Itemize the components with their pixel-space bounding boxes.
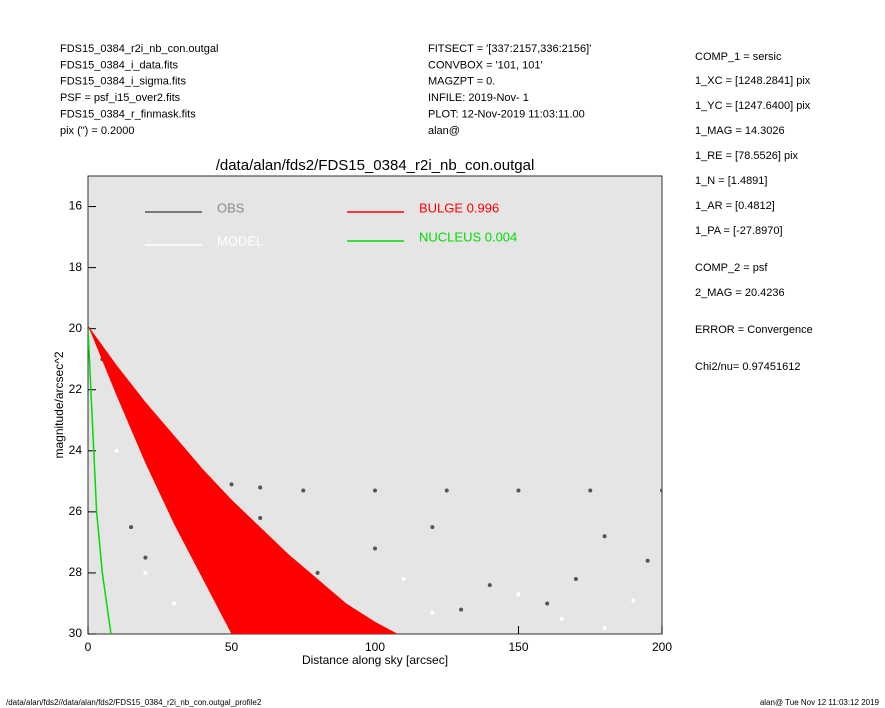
footer-stamp: alan@ Tue Nov 12 11:03:12 2019 — [760, 698, 880, 707]
info-line: 1_AR = [0.4812] — [695, 200, 775, 212]
obs-point — [631, 598, 636, 603]
obs-point — [602, 625, 607, 630]
x-tick-label: 0 — [85, 640, 92, 654]
header-line: MAGZPT = 0. — [428, 76, 495, 88]
header-line: FDS15_0384_i_data.fits — [60, 59, 179, 71]
y-axis-label: magnitude/arcsec^2 — [52, 351, 66, 458]
info-line: 1_PA = [-27.8970] — [695, 225, 783, 237]
y-tick-label: 24 — [69, 443, 83, 457]
chart-title: /data/alan/fds2/FDS15_0384_r2i_nb_con.ou… — [216, 157, 535, 174]
obs-point — [459, 607, 464, 612]
header-line: FDS15_0384_r2i_nb_con.outgal — [60, 43, 218, 55]
info-line: 1_MAG = 14.3026 — [695, 125, 785, 137]
plot: /data/alan/fds2/FDS15_0384_r2i_nb_con.ou… — [52, 157, 672, 667]
obs-point — [444, 488, 449, 493]
obs-point — [172, 601, 177, 606]
y-tick-label: 20 — [69, 321, 83, 335]
legend-label: NUCLEUS 0.004 — [419, 229, 517, 244]
header-line: PSF = psf_i15_over2.fits — [60, 92, 181, 104]
obs-point — [516, 592, 521, 597]
header-line: FDS15_0384_r_finmask.fits — [60, 109, 196, 121]
obs-point — [588, 488, 593, 493]
obs-point — [430, 610, 435, 615]
header-line: pix (") = 0.2000 — [60, 125, 135, 137]
y-tick-label: 26 — [69, 504, 83, 518]
info-line: 1_XC = [1248.2841] pix — [695, 75, 811, 87]
obs-point — [401, 577, 406, 582]
header-line: FITSECT = '[337:2157,336:2156]' — [428, 43, 591, 55]
header-line: INFILE: 2019-Nov- 1 — [428, 92, 529, 104]
obs-point — [430, 525, 435, 530]
header-line: FDS15_0384_i_sigma.fits — [60, 76, 186, 88]
y-tick-label: 22 — [69, 382, 83, 396]
y-tick-label: 18 — [69, 260, 83, 274]
obs-point — [143, 555, 148, 560]
obs-point — [487, 583, 492, 588]
header-line: alan@ — [428, 125, 460, 137]
obs-point — [660, 488, 662, 493]
obs-point — [373, 488, 377, 493]
obs-point — [559, 616, 564, 621]
model-line — [88, 328, 112, 634]
model-area — [88, 325, 398, 634]
obs-point — [516, 488, 521, 493]
footer-path: /data/alan/fds2//data/alan/fds2/FDS15_03… — [6, 698, 262, 707]
obs-point — [229, 482, 234, 487]
obs-point — [602, 534, 607, 539]
y-tick-label: 28 — [69, 565, 83, 579]
y-tick-label: 30 — [69, 626, 83, 640]
obs-point — [315, 570, 320, 575]
obs-point — [573, 577, 578, 582]
obs-point — [143, 570, 148, 575]
y-tick-label: 16 — [69, 199, 83, 213]
info-line: 1_RE = [78.5526] pix — [695, 150, 799, 162]
legend-label: OBS — [217, 200, 245, 215]
legend-label: BULGE 0.996 — [419, 200, 499, 215]
obs-point — [258, 485, 263, 490]
info-line: ERROR = Convergence — [695, 324, 813, 336]
header: FDS15_0384_r2i_nb_con.outgal FDS15_0384_i… — [60, 43, 813, 373]
info-line: 1_N = [1.4891] — [695, 175, 767, 187]
x-tick-label: 200 — [652, 640, 672, 654]
data-layer — [88, 325, 662, 634]
info-line: COMP_1 = sersic — [695, 51, 782, 63]
obs-point — [301, 488, 306, 493]
obs-point — [645, 558, 650, 563]
legend-label: MODEL — [217, 233, 263, 248]
plot-area — [87, 175, 663, 635]
obs-point — [129, 525, 134, 530]
header-line: PLOT: 12-Nov-2019 11:03:11.00 — [428, 109, 585, 121]
obs-point — [545, 601, 550, 606]
info-line: Chi2/nu= 0.97451612 — [695, 361, 801, 373]
x-tick-label: 150 — [508, 640, 528, 654]
obs-point — [114, 448, 119, 453]
header-line: CONVBOX = '101, 101' — [428, 59, 543, 71]
x-axis-label: Distance along sky [arcsec] — [302, 653, 448, 667]
info-line: 1_YC = [1247.6400] pix — [695, 100, 811, 112]
info-line: COMP_2 = psf — [695, 262, 768, 274]
obs-point — [373, 546, 377, 551]
x-tick-label: 50 — [225, 640, 239, 654]
obs-point — [258, 515, 263, 520]
x-tick-label: 100 — [365, 640, 385, 654]
info-line: 2_MAG = 20.4236 — [695, 287, 785, 299]
